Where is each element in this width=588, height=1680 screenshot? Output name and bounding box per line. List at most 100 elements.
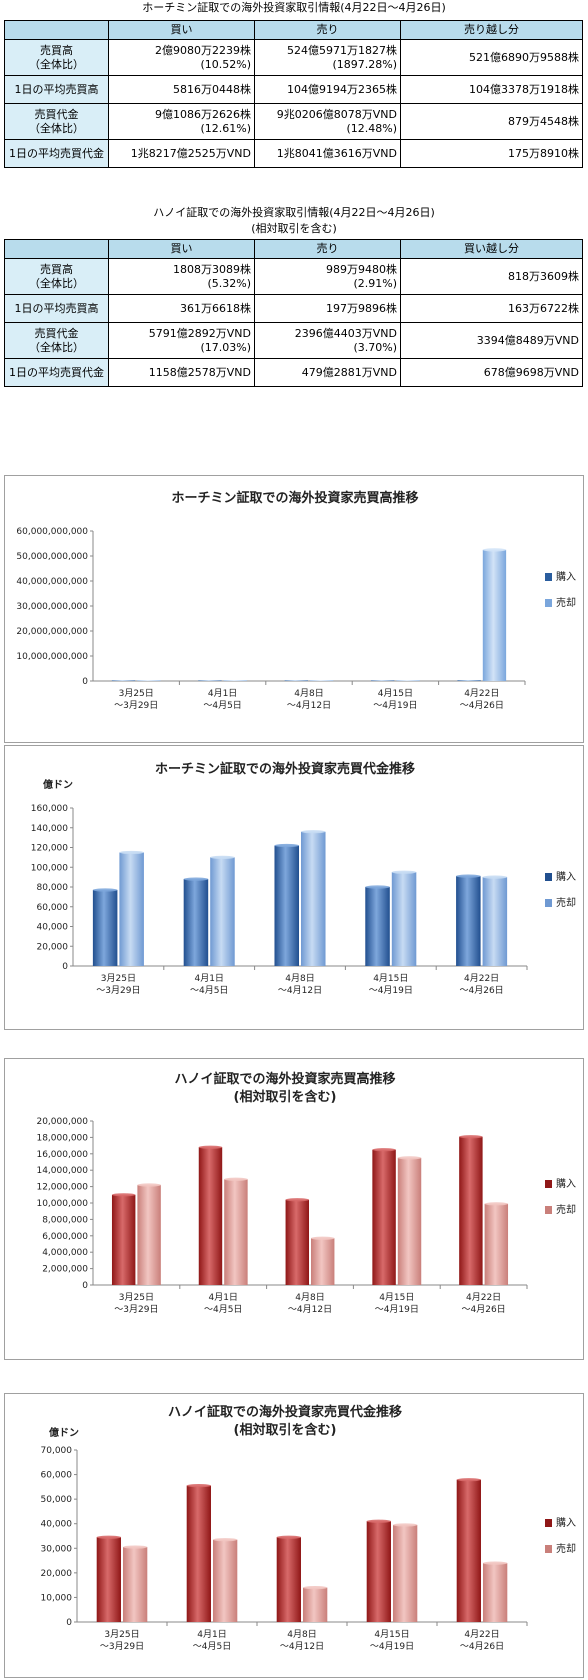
y-tick-label: 4,000,000 (42, 1248, 88, 1258)
y-tick-label: 8,000,000 (42, 1215, 88, 1225)
y-tick-label: 60,000 (37, 903, 69, 913)
y-tick-label: 40,000 (41, 1520, 73, 1530)
legend-label: 売却 (556, 596, 576, 609)
table2-caption: ハノイ証取での海外投資家取引情報(4月22日～4月26日) (相対取引を含む) (153, 206, 435, 235)
x-tick-label: 4月8日～4月12日 (288, 1292, 332, 1315)
bar-buy (284, 680, 308, 681)
x-tick-label: 4月1日～4月5日 (193, 1629, 231, 1652)
bar-buy (457, 680, 481, 681)
x-tick-label: 3月25日～3月29日 (96, 973, 140, 996)
bar-sell (311, 1238, 335, 1285)
y-tick-label: 60,000 (41, 1471, 73, 1481)
buy-cell: 1808万3089株 (5.32%) (108, 258, 255, 295)
y-tick-label: 0 (82, 1281, 88, 1291)
y-tick-label: 30,000,000,000 (16, 602, 88, 612)
net-cell: 521億6890万9588株 (400, 39, 583, 76)
table-row: 1日の平均売買高 361万6618株 197万9896株 163万6722株 (4, 294, 583, 323)
x-tick-label: 4月8日～4月12日 (287, 688, 331, 711)
net-cell: 3394億8489万VND (400, 322, 583, 359)
bar-buy (183, 879, 209, 966)
x-tick-label: 3月25日～3月29日 (100, 1629, 144, 1652)
buy-cell: 2億9080万2239株 (10.52%) (108, 39, 255, 76)
bar-sell (213, 1539, 238, 1622)
y-tick-label: 10,000 (41, 1593, 73, 1603)
sell-cell: 104億9194万2365株 (254, 75, 401, 104)
x-tick-label: 3月25日～3月29日 (114, 688, 158, 711)
hanoi-value-chart: ハノイ証取での海外投資家売買代金推移(相対取引を含む) 億ドン 70,000 60,0… (41, 1404, 577, 1652)
bar-sell (224, 1179, 248, 1285)
buy-cell: 5791億2892万VND (17.03%) (108, 322, 255, 359)
x-tick-label: 4月8日～4月12日 (280, 1629, 324, 1652)
buy-cell: 9億1086万2626株 (12.61%) (108, 103, 255, 140)
unit-label: 億ドン (49, 1426, 79, 1439)
y-tick-label: 6,000,000 (42, 1232, 88, 1242)
bar-sell (123, 1547, 148, 1622)
chart-title: ハノイ証取での海外投資家売買代金推移(相対取引を含む) (168, 1404, 402, 1438)
y-tick-label: 80,000 (37, 883, 69, 893)
bar-buy (198, 680, 222, 681)
bar-buy (96, 1537, 121, 1622)
bar-buy (365, 887, 390, 966)
bar-sell (137, 680, 161, 681)
bar-buy (366, 1521, 391, 1622)
x-tick-label: 4月1日～4月5日 (203, 688, 241, 711)
sell-cell: 9兆0206億8078万VND (12.48%) (254, 103, 401, 140)
sell-cell: 989万9480株 (2.91%) (254, 258, 401, 295)
legend-label: 購入 (556, 870, 576, 883)
header-cell: 売り (254, 20, 401, 40)
bar-buy (276, 1537, 301, 1622)
y-tick-label: 20,000,000,000 (16, 627, 88, 637)
net-cell: 678億9698万VND (400, 358, 583, 387)
bar-sell (303, 1587, 328, 1622)
hanoi-trading-table: 買い 売り 買い越し分 売買高 （全体比） 1808万3089株 (5.32%) 989… (4, 239, 583, 387)
bar-buy (371, 680, 395, 681)
y-tick-label: 40,000 (37, 923, 69, 933)
x-tick-label: 4月15日～4月19日 (375, 1292, 419, 1315)
header-cell: 買い (108, 239, 255, 259)
bar-sell (391, 872, 417, 966)
bar-buy (456, 1479, 481, 1622)
row-label: 1日の平均売買代金 (4, 139, 109, 168)
bar-sell (482, 549, 507, 681)
legend-swatch (545, 1519, 552, 1527)
buy-cell: 5816万0448株 (108, 75, 255, 104)
legend-label: 売却 (556, 1203, 576, 1216)
header-cell (4, 20, 109, 40)
bar-sell (119, 852, 144, 966)
y-tick-label: 40,000,000,000 (16, 577, 88, 587)
header-cell: 売り越し分 (400, 20, 583, 40)
bar-sell (137, 1184, 161, 1285)
bar-buy (372, 1149, 396, 1285)
header-cell: 買い越し分 (400, 239, 583, 259)
legend-label: 購入 (556, 570, 576, 583)
table1-caption: ホーチミン証取での海外投資家取引情報(4月22日～4月26日) (142, 1, 446, 14)
x-tick-label: 4月1日～4月5日 (190, 973, 228, 996)
sell-cell: 479億2881万VND (254, 358, 401, 387)
legend-swatch (545, 1206, 552, 1214)
chart-title: ハノイ証取での海外投資家売買高推移(相対取引を含む) (174, 1071, 395, 1105)
bar-sell (482, 877, 508, 966)
x-tick-label: 3月25日～3月29日 (114, 1292, 158, 1315)
hcm-trading-table: 買い 売り 売り越し分 売買高 （全体比） 2億9080万2239株 (10.52%)… (4, 20, 583, 168)
x-tick-label: 4月1日～4月5日 (204, 1292, 242, 1315)
y-tick-label: 18,000,000 (36, 1133, 88, 1143)
table-row: 1日の平均売買代金 1158億2578万VND 479億2881万VND 678億96… (4, 358, 583, 387)
y-tick-label: 70,000 (41, 1446, 73, 1456)
y-tick-label: 20,000,000 (36, 1117, 88, 1127)
x-tick-label: 4月8日～4月12日 (278, 973, 322, 996)
legend-swatch (545, 1545, 552, 1553)
buy-cell: 1兆8217億2525万VND (108, 139, 255, 168)
net-cell: 175万8910株 (400, 139, 583, 168)
bar-sell (483, 1563, 508, 1622)
x-tick-label: 4月15日～4月19日 (370, 1629, 414, 1652)
chart-title: ホーチミン証取での海外投資家売買高推移 (171, 490, 418, 506)
table-row: 売買代金 （全体比） 9億1086万2626株 (12.61%) 9兆0206億8078… (4, 103, 583, 140)
legend-swatch (545, 1180, 552, 1188)
header-cell (4, 239, 109, 259)
legend-swatch (545, 873, 552, 881)
chart-panel-hanoi-value: ハノイ証取での海外投資家売買代金推移(相対取引を含む) 億ドン 70,000 60,0… (4, 1393, 584, 1678)
bar-buy (459, 1136, 483, 1285)
table-row: 1日の平均売買代金 1兆8217億2525万VND 1兆8041億3616万VND 1… (4, 139, 583, 168)
header-cell: 売り (254, 239, 401, 259)
